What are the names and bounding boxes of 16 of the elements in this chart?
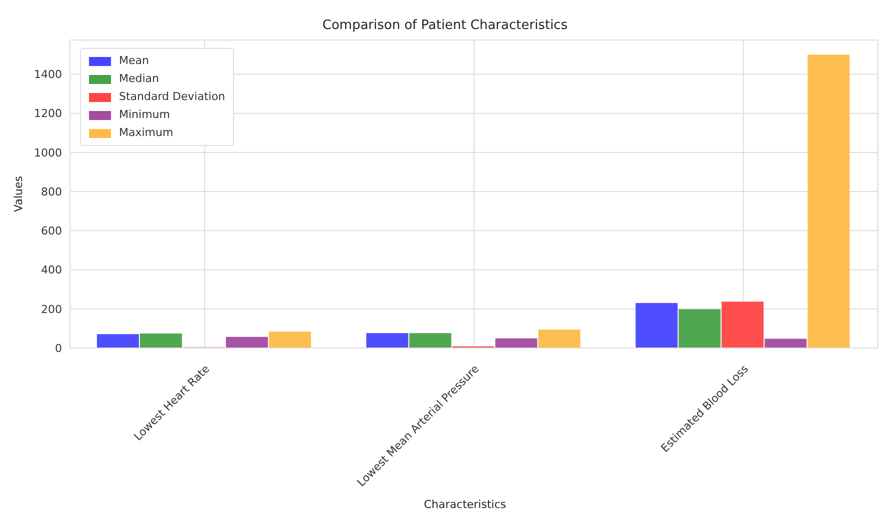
legend-label: Standard Deviation: [119, 90, 226, 104]
y-tick-label: 600: [41, 224, 62, 238]
y-tick-label: 400: [41, 264, 62, 277]
legend-label: Mean: [119, 54, 149, 68]
legend-label: Minimum: [119, 108, 170, 122]
y-tick-label: 0: [55, 342, 62, 355]
y-axis-title: Values: [12, 176, 25, 212]
y-tick-label: 800: [41, 185, 62, 198]
legend-label: Median: [119, 72, 160, 86]
legend-label: Maximum: [119, 126, 174, 140]
chart-title: Comparison of Patient Characteristics: [321, 18, 569, 33]
y-tick-label: 200: [41, 302, 62, 316]
y-tick-label: 1200: [34, 107, 62, 120]
y-tick-label: 1400: [34, 68, 62, 82]
x-axis-title: Characteristics: [422, 498, 508, 511]
y-tick-label: 1000: [34, 146, 62, 160]
